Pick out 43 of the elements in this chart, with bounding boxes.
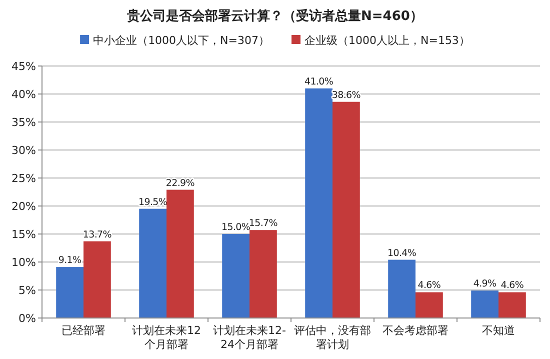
y-tick-label: 40%: [12, 88, 36, 101]
x-tick-label: 计划在未来12-24个月部署: [213, 324, 286, 351]
bar: [222, 234, 250, 318]
y-tick-label: 20%: [12, 200, 36, 213]
y-tick-label: 5%: [18, 284, 36, 297]
x-tick-label: 已经部署: [62, 324, 106, 337]
data-label: 19.5%: [138, 196, 168, 208]
legend-label: 企业级（1000人以上，N=153）: [304, 34, 470, 47]
bar: [471, 290, 498, 318]
y-tick-label: 10%: [12, 256, 36, 269]
data-label: 41.0%: [304, 76, 334, 88]
x-tick-label: 不知道: [482, 324, 515, 337]
data-label: 4.6%: [500, 280, 524, 292]
bar: [56, 267, 84, 318]
data-label: 4.6%: [418, 280, 441, 292]
bar: [166, 190, 194, 318]
y-tick-label: 35%: [12, 116, 36, 129]
bar: [388, 260, 416, 318]
y-tick-label: 0%: [18, 312, 36, 325]
chart-title: 贵公司是否会部署云计算？（受访者总量N=460）: [126, 8, 423, 24]
y-tick-label: 15%: [12, 228, 36, 241]
y-tick-label: 25%: [12, 172, 36, 185]
data-label: 38.6%: [332, 90, 361, 101]
y-tick-label: 30%: [12, 144, 36, 157]
data-label: 9.1%: [58, 255, 82, 266]
x-tick-label: 不会考虑部署: [382, 324, 448, 337]
y-tick-label: 45%: [12, 60, 36, 73]
x-tick-label: 计划在未来12个月部署: [132, 324, 201, 351]
bar: [84, 241, 111, 318]
bar: [416, 292, 443, 318]
data-label: 10.4%: [387, 248, 416, 259]
data-label: 22.9%: [166, 178, 195, 189]
data-label: 15.0%: [221, 222, 250, 233]
bar: [139, 208, 166, 318]
data-label: 15.7%: [248, 218, 278, 230]
data-label: 13.7%: [82, 229, 112, 240]
bar: [305, 88, 332, 318]
x-tick-label: 评估中，没有部署计划: [294, 324, 371, 351]
legend-label: 中小企业（1000人以下，N=307）: [93, 34, 270, 47]
bar: [332, 102, 360, 318]
data-label: 4.9%: [473, 278, 497, 290]
bar: [498, 292, 526, 318]
bar: [250, 230, 277, 318]
